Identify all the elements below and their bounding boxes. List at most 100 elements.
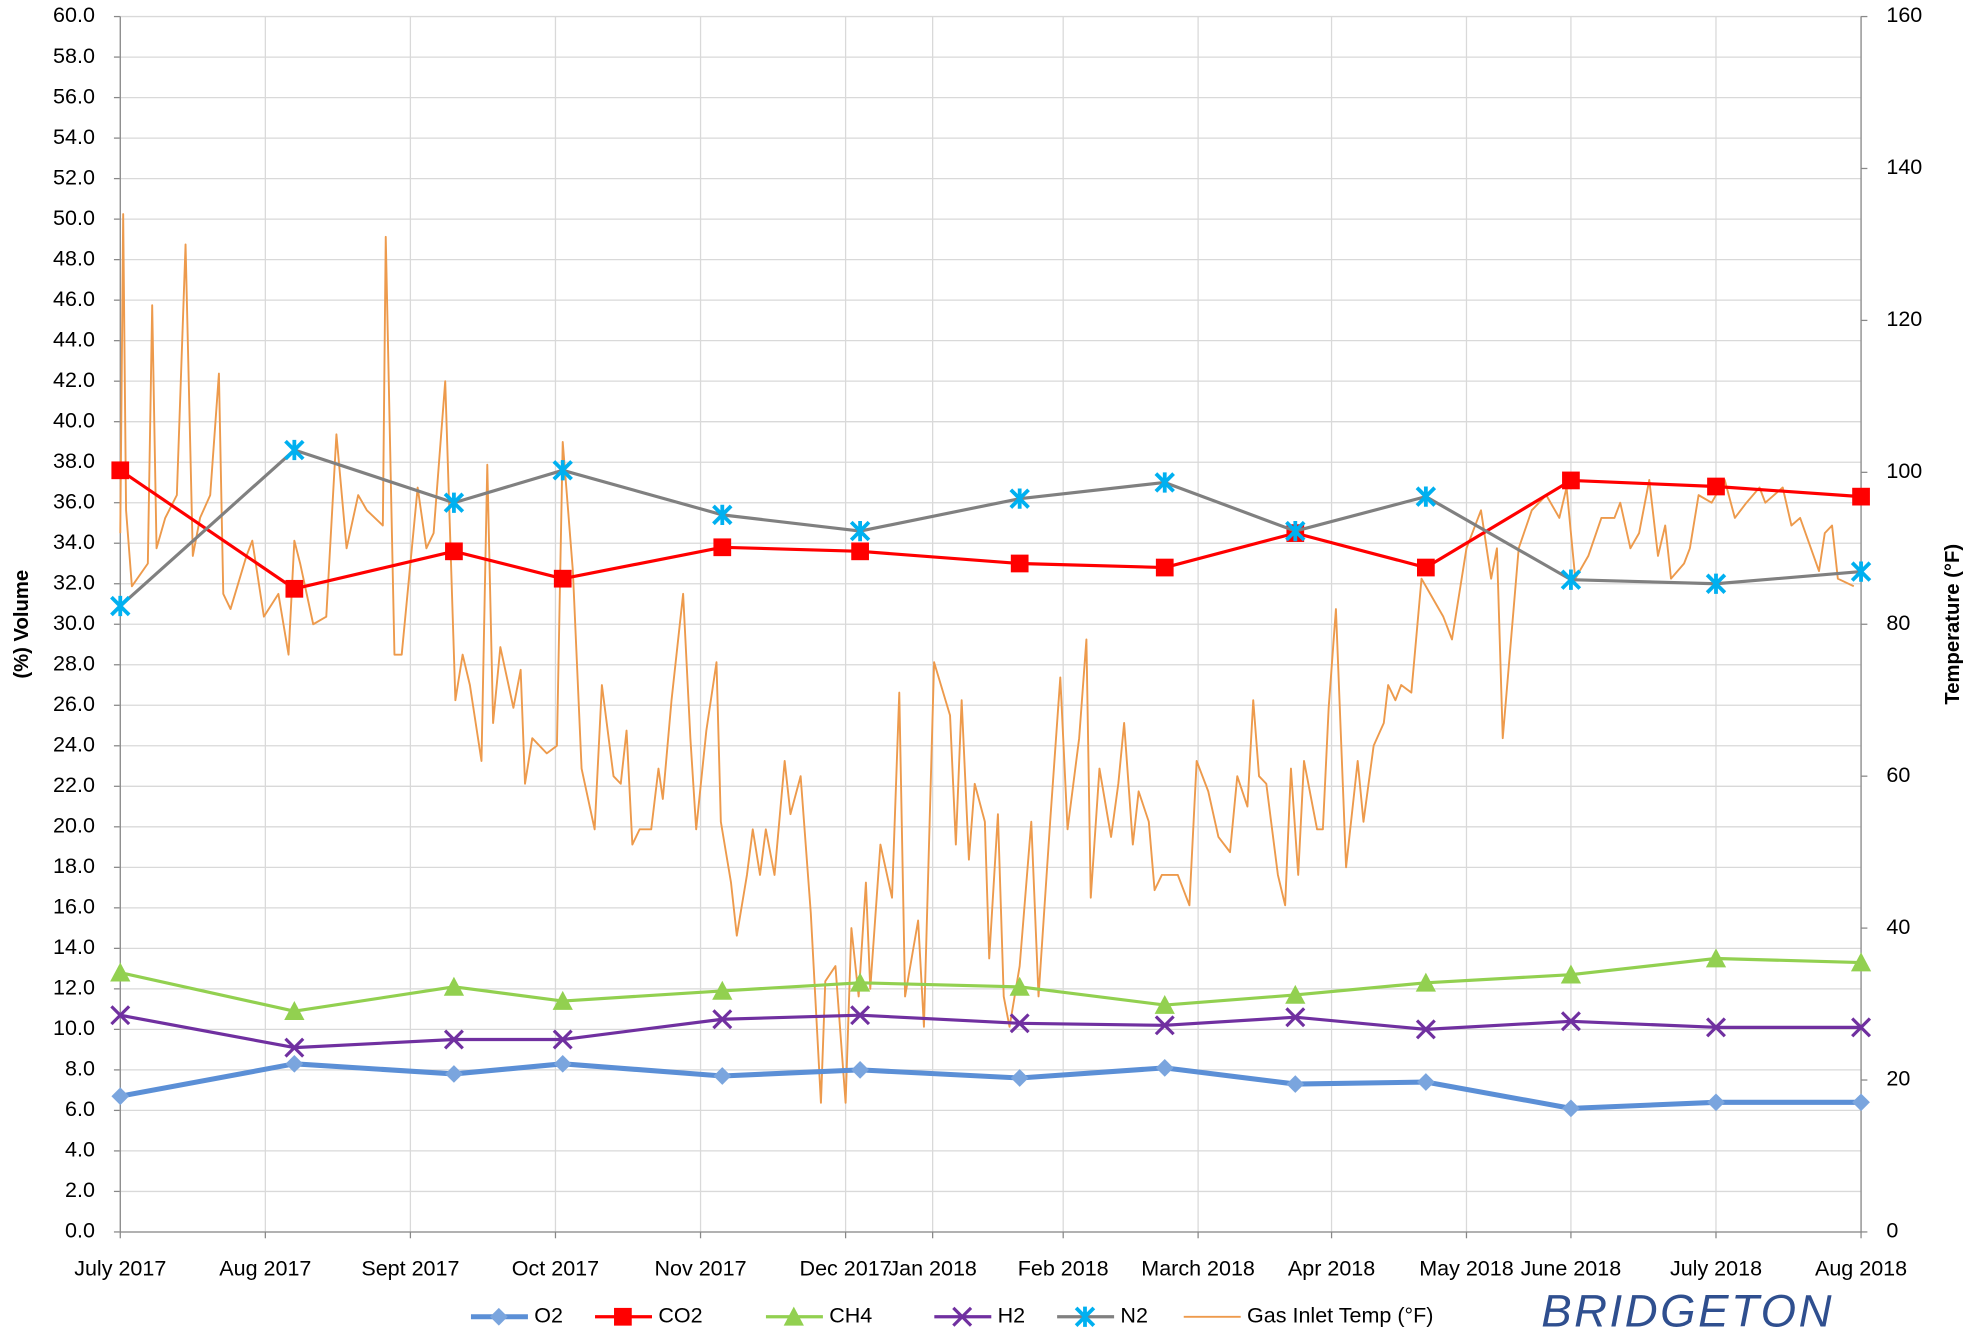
marker: [1010, 1069, 1029, 1087]
marker: [1009, 488, 1030, 509]
marker: [1850, 561, 1872, 582]
marker: [111, 461, 130, 480]
y-tick-label: 26.0: [53, 692, 95, 716]
marker: [110, 1005, 131, 1026]
legend-label: CO2: [658, 1303, 702, 1327]
marker: [712, 504, 733, 526]
x-tick-label: Aug 2018: [1815, 1257, 1907, 1281]
marker: [1852, 487, 1870, 506]
y-tick-label: 24.0: [53, 732, 95, 756]
marker: [713, 538, 732, 557]
y-tick-label: 8.0: [65, 1057, 95, 1081]
x-tick-label: May 2018: [1419, 1257, 1514, 1281]
marker: [111, 1087, 130, 1106]
marker: [489, 1307, 508, 1326]
y2-tick-label: 160: [1886, 3, 1922, 27]
x-tick-label: Sept 2017: [361, 1257, 459, 1281]
watermark: BRIDGETON: [1541, 1285, 1834, 1327]
x-tick-label: Aug 2017: [219, 1257, 311, 1281]
marker: [851, 1061, 869, 1079]
marker: [1560, 1011, 1581, 1032]
y-tick-label: 28.0: [53, 651, 95, 675]
marker: [284, 439, 305, 461]
marker: [1010, 554, 1029, 573]
legend-label: O2: [534, 1303, 563, 1327]
marker: [712, 980, 733, 1000]
y-tick-label: 10.0: [53, 1016, 95, 1040]
marker: [1707, 1093, 1725, 1112]
marker: [614, 1307, 632, 1326]
marker: [713, 1067, 732, 1085]
y-tick-label: 22.0: [53, 773, 95, 797]
y2-tick-label: 80: [1886, 611, 1910, 635]
y-tick-label: 60.0: [53, 3, 95, 27]
marker: [712, 1009, 733, 1030]
y-tick-label: 0.0: [65, 1219, 95, 1243]
y-tick-label: 20.0: [53, 814, 95, 838]
marker: [1285, 520, 1306, 542]
y2-tick-label: 120: [1886, 307, 1922, 331]
y-tick-label: 6.0: [65, 1097, 95, 1121]
marker: [285, 579, 304, 598]
marker: [1705, 573, 1727, 594]
marker: [1074, 1306, 1096, 1327]
x-tick-label: Oct 2017: [512, 1257, 599, 1281]
y-tick-label: 44.0: [53, 327, 95, 351]
marker: [1285, 1007, 1306, 1028]
marker: [1285, 984, 1306, 1004]
y-tick-label: 12.0: [53, 976, 95, 1000]
y-tick-label: 14.0: [53, 935, 95, 959]
y2-tick-label: 40: [1886, 915, 1910, 939]
y-tick-label: 30.0: [53, 611, 95, 635]
y-tick-label: 36.0: [53, 489, 95, 513]
marker: [110, 595, 131, 617]
marker: [443, 1029, 464, 1050]
marker: [1562, 471, 1580, 490]
marker: [1154, 472, 1175, 493]
marker: [110, 962, 131, 982]
marker: [1707, 477, 1725, 496]
y-tick-label: 4.0: [65, 1138, 95, 1162]
y-tick-label: 2.0: [65, 1178, 95, 1202]
marker: [284, 1001, 305, 1021]
y-tick-label: 48.0: [53, 246, 95, 270]
marker: [1560, 569, 1582, 590]
x-tick-label: July 2018: [1670, 1257, 1762, 1281]
y-tick-label: 42.0: [53, 368, 95, 392]
y-tick-label: 34.0: [53, 530, 95, 554]
series-line: [119, 1013, 1862, 1050]
x-tick-label: June 2018: [1521, 1257, 1622, 1281]
marker: [1415, 486, 1437, 507]
marker: [849, 972, 871, 992]
y-axis-label: (%) Volume: [11, 570, 33, 679]
y2-tick-label: 0: [1886, 1219, 1898, 1243]
x-tick-label: Apr 2018: [1288, 1257, 1375, 1281]
y-tick-label: 56.0: [53, 84, 95, 108]
marker: [1416, 558, 1435, 577]
marker: [445, 542, 463, 561]
y-tick-label: 58.0: [53, 44, 95, 68]
marker: [1154, 1015, 1175, 1036]
marker: [1851, 1017, 1872, 1038]
marker: [783, 1306, 804, 1326]
marker: [552, 990, 573, 1010]
y-tick-label: 38.0: [53, 449, 95, 473]
marker: [1009, 1013, 1030, 1034]
legend-label: N2: [1120, 1303, 1148, 1327]
y-tick-label: 52.0: [53, 165, 95, 189]
marker: [1155, 1059, 1174, 1077]
marker: [553, 569, 572, 588]
series-line: [119, 956, 1862, 1013]
marker: [849, 520, 871, 542]
marker: [1706, 1017, 1726, 1038]
marker: [1705, 948, 1727, 968]
marker: [552, 460, 573, 481]
y-tick-label: 16.0: [53, 895, 95, 919]
x-tick-label: March 2018: [1141, 1257, 1255, 1281]
marker: [1416, 1073, 1435, 1091]
legend-label: H2: [998, 1303, 1026, 1327]
legend-label: CH4: [829, 1303, 872, 1327]
marker: [285, 1054, 304, 1073]
series-line: [119, 448, 1862, 608]
x-tick-label: July 2017: [74, 1257, 166, 1281]
